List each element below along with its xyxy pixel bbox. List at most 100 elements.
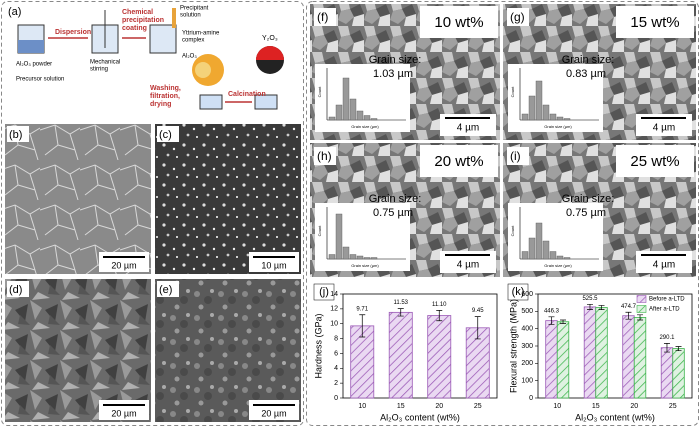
inset-bar [370, 257, 378, 260]
y-axis-label: Flexural strength (MPa) [508, 299, 518, 393]
panel-label: (j) [319, 286, 329, 298]
right-frame [306, 1, 699, 426]
grain-label: Grain size: [369, 54, 422, 66]
inset-bar [549, 251, 557, 260]
label-box [314, 8, 336, 26]
bar [622, 315, 635, 399]
label-box [313, 283, 335, 301]
inset-bar [549, 113, 557, 121]
scale-box [636, 114, 692, 136]
content-box [420, 145, 498, 177]
inset [508, 203, 603, 271]
panel-label: (f) [317, 10, 328, 24]
shell [256, 46, 284, 60]
x-tick-label: 15 [397, 403, 405, 410]
micrograph [5, 124, 151, 274]
inset-xlabel: Grain size (µm) [544, 124, 572, 129]
value-label: 11.10 [432, 302, 447, 308]
error-bar [663, 343, 670, 353]
label-box [507, 283, 529, 301]
y-tick-label: 10 [330, 321, 338, 328]
dish [254, 94, 278, 110]
beaker [149, 24, 177, 54]
step: Calcination [228, 91, 266, 98]
panel-label: (d) [9, 284, 22, 296]
legend-label: After a-LTD [649, 307, 680, 313]
dropper [172, 8, 176, 28]
inset-ylabel: Count [317, 225, 322, 237]
error-bar [560, 319, 567, 324]
step: precipitation [122, 17, 164, 24]
y-tick-label: 8 [334, 335, 338, 342]
inset [315, 203, 410, 271]
panel-label: (k) [512, 286, 525, 298]
value-label: 9.45 [472, 308, 484, 314]
legend-label: Before a-LTD [649, 297, 685, 303]
inset-bar [528, 95, 536, 121]
step: drying [150, 101, 171, 108]
label-box [507, 8, 529, 26]
y-tick-label: 500 [521, 308, 533, 315]
value-label: 11.53 [393, 300, 408, 306]
bar [388, 311, 413, 399]
bar [633, 316, 647, 399]
inset-xlabel: Grain size (µm) [351, 124, 379, 129]
x-tick-label: 25 [669, 403, 677, 410]
note: Al₂O₃ powder [16, 62, 52, 68]
inset-bar [535, 222, 543, 260]
bar [583, 306, 597, 399]
scale-label: 10 µm [261, 260, 286, 270]
step: coating [122, 25, 147, 32]
value-label: 525.5 [582, 296, 598, 302]
error-bar [359, 314, 366, 338]
schematic: (a) Dispersion Chemical precipitation co… [8, 6, 284, 110]
error-bar [548, 316, 555, 325]
powder [18, 40, 44, 53]
error-bar [625, 311, 632, 320]
inset-bar [356, 255, 364, 260]
grain-size: 0.75 µm [566, 207, 606, 219]
inset-ylabel: Count [510, 86, 515, 98]
x-tick-label: 20 [435, 403, 443, 410]
y-tick-label: 600 [521, 291, 533, 298]
x-tick-label: 15 [592, 403, 600, 410]
scale-label: 20 µm [111, 260, 136, 270]
inset-bar [521, 113, 529, 121]
x-axis-label: Al₂O₃ content (wt%) [575, 412, 655, 422]
y-tick-label: 400 [521, 326, 533, 333]
inset-bar [563, 118, 571, 121]
dish [199, 94, 223, 110]
error-bar [474, 316, 481, 340]
legend-swatch [636, 295, 647, 303]
error-bar [637, 314, 644, 321]
bar [556, 321, 570, 399]
label-box [314, 147, 336, 165]
y-tick-label: 6 [334, 350, 338, 357]
panel-label: (b) [9, 129, 22, 141]
scale-label: 20 µm [111, 408, 136, 418]
y-tick-label: 200 [521, 360, 533, 367]
micrograph [155, 124, 301, 274]
grain-label: Grain size: [562, 54, 615, 66]
scale-label: 20 µm [261, 408, 286, 418]
note: Mechanical [90, 60, 120, 66]
content-box [616, 145, 694, 177]
step: Dispersion [55, 29, 91, 36]
error-bar [397, 308, 404, 317]
y-tick-label: 4 [334, 365, 338, 372]
y-tick-label: 300 [521, 343, 533, 350]
note: Y₂O₃ [262, 35, 278, 42]
micrograph [155, 279, 301, 422]
scale-label: 4 µm [457, 260, 479, 271]
error-bar [586, 303, 593, 310]
inset-bar [521, 251, 529, 260]
inset-bar [342, 77, 350, 121]
panel-label: (i) [510, 149, 521, 163]
content-label: 10 wt% [434, 14, 483, 31]
label-box [7, 281, 29, 297]
scale-label: 4 µm [653, 260, 675, 271]
panel-label: (a) [8, 6, 21, 18]
x-tick-label: 25 [474, 403, 482, 410]
inset-bar [542, 104, 550, 121]
